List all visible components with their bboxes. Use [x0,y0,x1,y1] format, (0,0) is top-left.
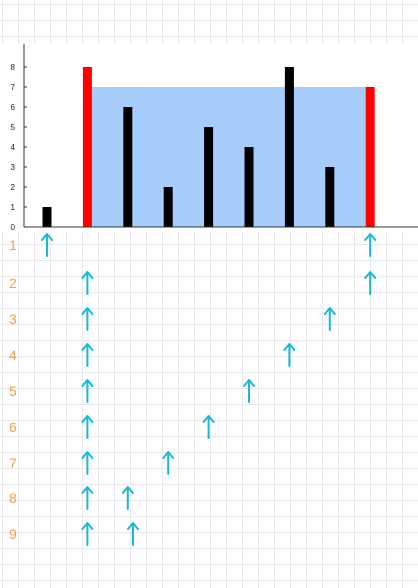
bars-layer [42,67,375,227]
bar [325,167,335,227]
up-arrow-icon [81,415,94,439]
pointer-arrows [41,233,377,546]
y-tick-label: 6 [11,103,16,112]
up-arrow-icon [81,451,94,475]
y-tick-label: 4 [11,143,16,152]
up-arrow-icon [202,415,215,439]
step-label: 4 [9,347,17,363]
up-arrow-icon [81,307,94,331]
y-tick-label: 7 [11,83,16,92]
y-tick-label: 0 [11,223,16,232]
water-area-layer [91,87,366,227]
bar [204,127,214,227]
up-arrow-icon [364,271,377,295]
up-arrow-icon [81,486,94,510]
y-tick-label: 1 [11,203,16,212]
bar [163,187,173,227]
chart-axes [23,44,418,228]
water-area [91,87,366,227]
bar [244,147,254,227]
step-label: 9 [9,526,17,542]
step-label: 3 [9,311,17,327]
highlighted-bar [82,67,92,227]
up-arrow-icon [243,379,255,403]
bar [123,107,133,227]
highlighted-bar [365,87,375,227]
up-arrow-icon [81,522,94,546]
y-tick-label: 3 [11,163,16,172]
step-label: 6 [9,419,17,435]
y-tick-label: 5 [11,123,16,132]
step-label: 1 [9,237,17,253]
up-arrow-icon [41,233,53,257]
bar [42,207,52,227]
up-arrow-icon [81,379,94,403]
up-arrow-icon [283,343,296,367]
step-label: 8 [9,490,17,506]
up-arrow-icon [127,522,139,546]
up-arrow-icon [81,271,94,295]
bar [284,67,294,227]
y-tick-label: 8 [11,63,16,72]
up-arrow-icon [323,307,336,331]
up-arrow-icon [364,233,377,257]
step-labels: 1 2 3 4 5 6 7 8 9 [9,237,17,542]
y-tick-labels: 0 1 2 3 4 5 6 7 8 [11,63,27,232]
y-tick-label: 2 [11,183,16,192]
up-arrow-icon [121,486,134,510]
step-label: 7 [9,455,17,471]
step-label: 2 [9,275,17,291]
up-arrow-icon [162,451,175,475]
step-label: 5 [9,383,17,399]
up-arrow-icon [81,343,94,367]
